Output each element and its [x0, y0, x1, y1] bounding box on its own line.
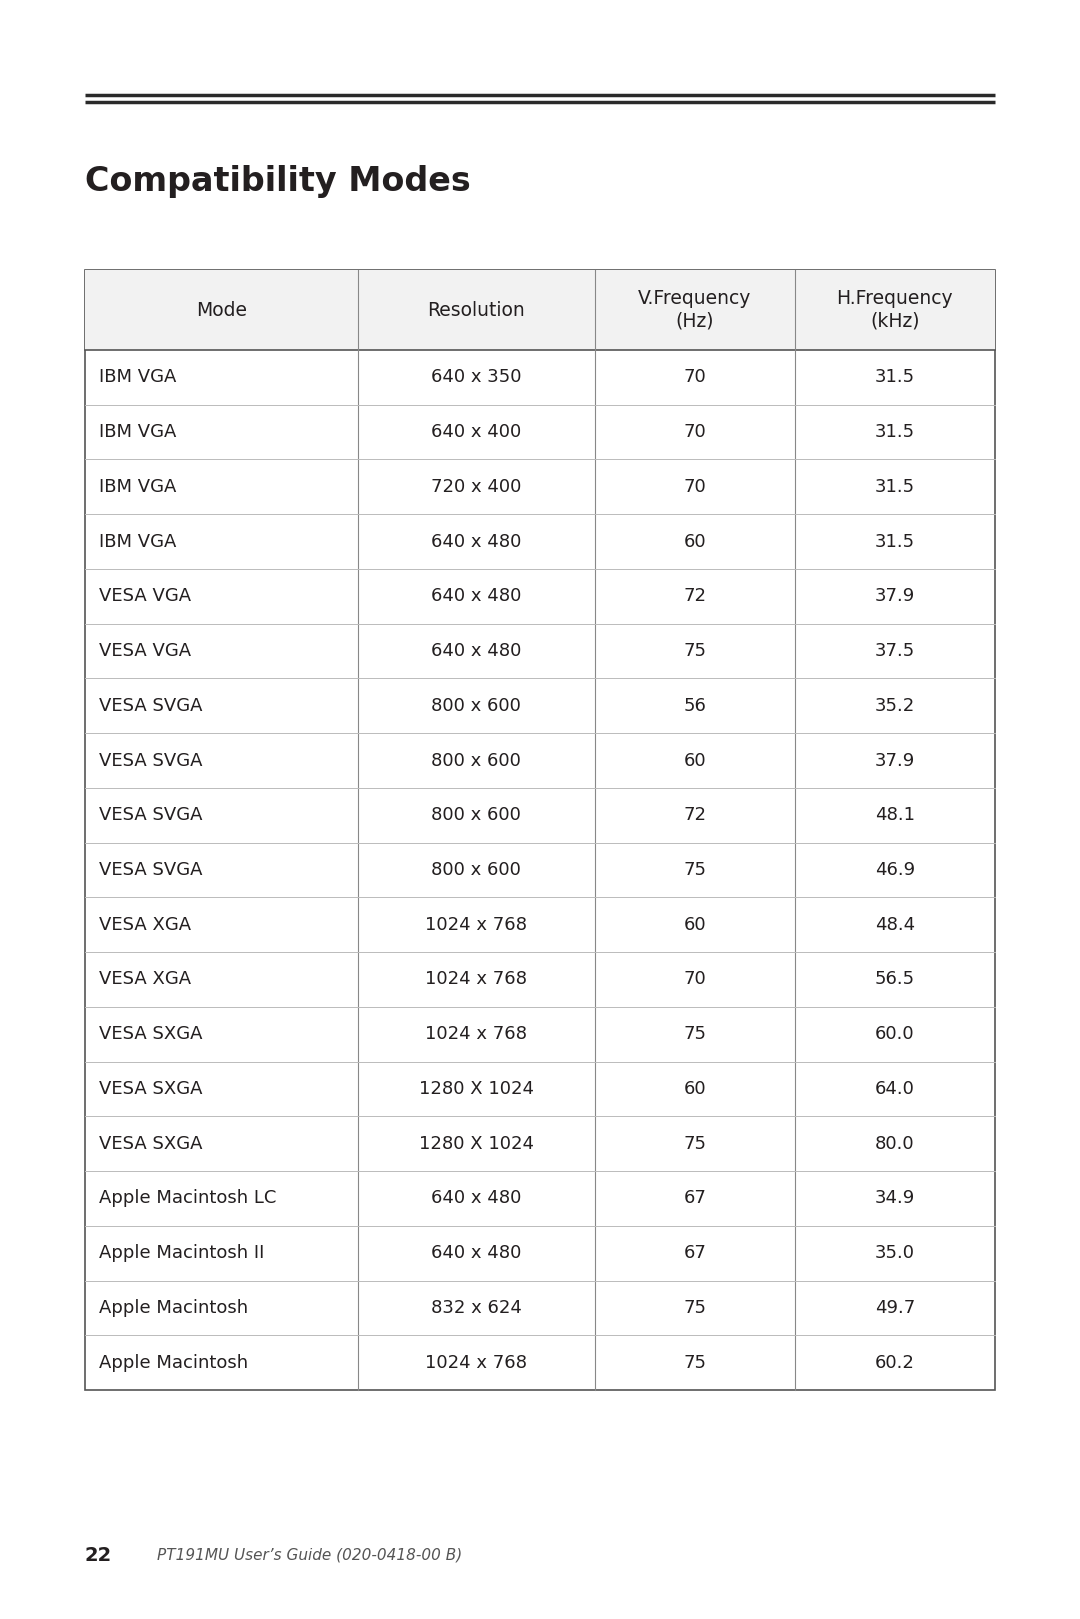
Text: 1024 x 768: 1024 x 768	[426, 916, 527, 934]
Text: 75: 75	[684, 1298, 706, 1316]
Text: 832 x 624: 832 x 624	[431, 1298, 522, 1316]
Text: 640 x 480: 640 x 480	[431, 1243, 522, 1263]
Text: 37.9: 37.9	[875, 588, 915, 606]
Text: PT191MU User’s Guide (020-0418-00 B): PT191MU User’s Guide (020-0418-00 B)	[157, 1548, 462, 1562]
Text: 75: 75	[684, 643, 706, 661]
Text: VESA SXGA: VESA SXGA	[99, 1135, 203, 1153]
Text: 800 x 600: 800 x 600	[431, 861, 522, 879]
Text: VESA SVGA: VESA SVGA	[99, 751, 203, 769]
Text: 1280 X 1024: 1280 X 1024	[419, 1135, 534, 1153]
Text: 46.9: 46.9	[875, 861, 915, 879]
Text: H.Frequency
(kHz): H.Frequency (kHz)	[837, 290, 954, 330]
Text: 56: 56	[684, 696, 706, 716]
Text: 70: 70	[684, 369, 706, 387]
Text: Resolution: Resolution	[428, 301, 525, 319]
Text: Apple Macintosh: Apple Macintosh	[99, 1298, 248, 1316]
Text: 60: 60	[684, 533, 706, 550]
Text: 60: 60	[684, 1080, 706, 1098]
Text: 640 x 480: 640 x 480	[431, 588, 522, 606]
Text: 75: 75	[684, 1135, 706, 1153]
Text: 640 x 350: 640 x 350	[431, 369, 522, 387]
Text: Compatibility Modes: Compatibility Modes	[85, 165, 471, 198]
Text: 70: 70	[684, 970, 706, 989]
Text: 800 x 600: 800 x 600	[431, 806, 522, 824]
Text: 75: 75	[684, 861, 706, 879]
Text: 70: 70	[684, 423, 706, 440]
Text: VESA SXGA: VESA SXGA	[99, 1080, 203, 1098]
Text: 60: 60	[684, 916, 706, 934]
Text: IBM VGA: IBM VGA	[99, 423, 176, 440]
Text: 67: 67	[684, 1243, 706, 1263]
Text: VESA VGA: VESA VGA	[99, 643, 191, 661]
Text: 64.0: 64.0	[875, 1080, 915, 1098]
Text: IBM VGA: IBM VGA	[99, 478, 176, 495]
Text: 1024 x 768: 1024 x 768	[426, 1353, 527, 1371]
Text: Mode: Mode	[195, 301, 247, 319]
Text: 35.0: 35.0	[875, 1243, 915, 1263]
Text: 48.4: 48.4	[875, 916, 915, 934]
Text: 640 x 480: 640 x 480	[431, 643, 522, 661]
Text: IBM VGA: IBM VGA	[99, 369, 176, 387]
Text: V.Frequency
(Hz): V.Frequency (Hz)	[638, 290, 752, 330]
Text: 31.5: 31.5	[875, 478, 915, 495]
Text: VESA VGA: VESA VGA	[99, 588, 191, 606]
Text: 72: 72	[684, 588, 706, 606]
Text: 35.2: 35.2	[875, 696, 915, 716]
Text: 800 x 600: 800 x 600	[431, 751, 522, 769]
Text: 80.0: 80.0	[875, 1135, 915, 1153]
Text: VESA SVGA: VESA SVGA	[99, 696, 203, 716]
Text: VESA XGA: VESA XGA	[99, 970, 191, 989]
Text: 640 x 480: 640 x 480	[431, 533, 522, 550]
Text: Apple Macintosh: Apple Macintosh	[99, 1353, 248, 1371]
Text: 640 x 400: 640 x 400	[431, 423, 522, 440]
Text: 22: 22	[85, 1546, 112, 1564]
Text: VESA XGA: VESA XGA	[99, 916, 191, 934]
Text: 720 x 400: 720 x 400	[431, 478, 522, 495]
Text: 1280 X 1024: 1280 X 1024	[419, 1080, 534, 1098]
Text: 37.9: 37.9	[875, 751, 915, 769]
Text: 60.2: 60.2	[875, 1353, 915, 1371]
Text: 34.9: 34.9	[875, 1190, 915, 1208]
Text: 70: 70	[684, 478, 706, 495]
Text: 56.5: 56.5	[875, 970, 915, 989]
Text: VESA SVGA: VESA SVGA	[99, 806, 203, 824]
Text: 1024 x 768: 1024 x 768	[426, 1025, 527, 1043]
Text: 49.7: 49.7	[875, 1298, 915, 1316]
Text: 31.5: 31.5	[875, 423, 915, 440]
Text: 75: 75	[684, 1025, 706, 1043]
Text: 60.0: 60.0	[875, 1025, 915, 1043]
Text: 1024 x 768: 1024 x 768	[426, 970, 527, 989]
Text: 31.5: 31.5	[875, 533, 915, 550]
Text: VESA SXGA: VESA SXGA	[99, 1025, 203, 1043]
Text: 48.1: 48.1	[875, 806, 915, 824]
Text: Apple Macintosh II: Apple Macintosh II	[99, 1243, 265, 1263]
Text: 75: 75	[684, 1353, 706, 1371]
Text: VESA SVGA: VESA SVGA	[99, 861, 203, 879]
Text: 67: 67	[684, 1190, 706, 1208]
Text: Apple Macintosh LC: Apple Macintosh LC	[99, 1190, 276, 1208]
Text: IBM VGA: IBM VGA	[99, 533, 176, 550]
Text: 31.5: 31.5	[875, 369, 915, 387]
Bar	[85, 270, 995, 1391]
Text: 72: 72	[684, 806, 706, 824]
Text: 60: 60	[684, 751, 706, 769]
Text: 800 x 600: 800 x 600	[431, 696, 522, 716]
Text: 640 x 480: 640 x 480	[431, 1190, 522, 1208]
Bar	[85, 270, 995, 350]
Text: 37.5: 37.5	[875, 643, 915, 661]
